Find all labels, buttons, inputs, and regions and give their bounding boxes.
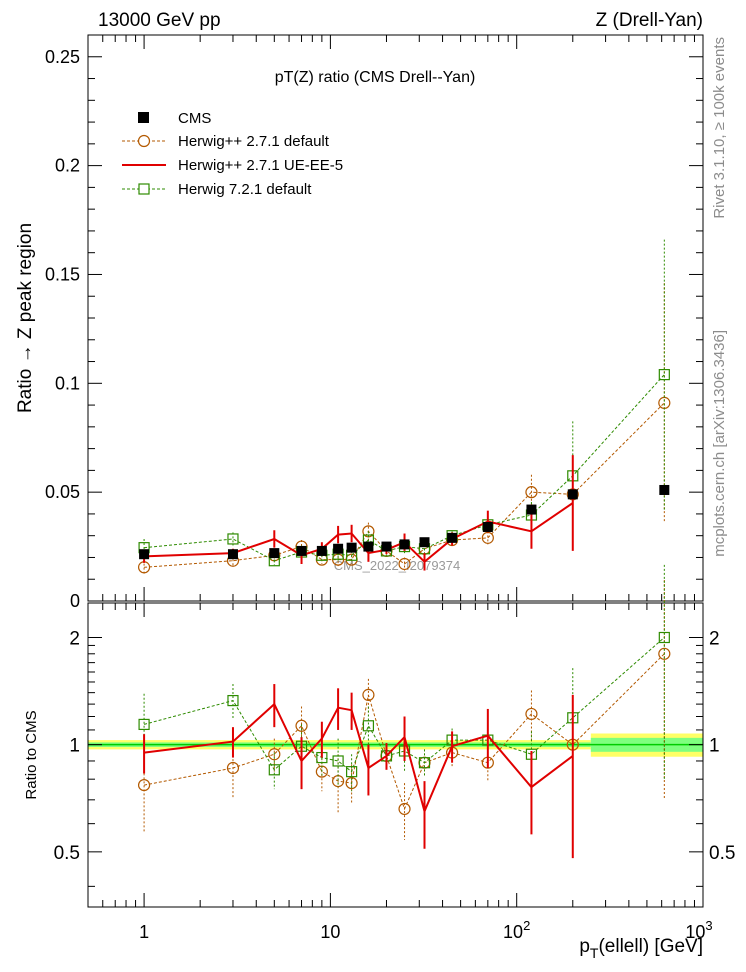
legend-label-ue: Herwig++ 2.7.1 UE-EE-5 — [178, 157, 343, 174]
ratio-y-tick-label-left: 2 — [69, 629, 80, 650]
main-point-cms — [419, 537, 430, 548]
main-axis-ticks — [87, 34, 704, 602]
main-y-tick-label: 0.2 — [55, 156, 80, 176]
main-point-hw7 — [227, 533, 239, 545]
ratio-point-hw271 — [137, 778, 151, 792]
main-line-hw7 — [144, 374, 665, 562]
x-tick-label-exponent: 2 — [523, 918, 530, 933]
ratio-point-hw271 — [658, 647, 671, 660]
legend-label-cms: CMS — [178, 110, 211, 127]
legend-marker-hw271 — [137, 134, 151, 148]
x-tick-label: 1 — [139, 922, 149, 942]
chart-title: pT(Z) ratio (CMS Drell--Yan) — [275, 69, 476, 86]
side-label-rivet: Rivet 3.1.10, ≥ 100k events — [711, 37, 728, 219]
ratio-frame — [87, 602, 704, 908]
analysis-watermark: CMS_2022_I2079374 — [334, 558, 461, 573]
ratio-point-hw271 — [525, 707, 538, 721]
x-axis-label: pT(ellell) [GeV] — [579, 936, 703, 961]
legend-marker-cms — [138, 112, 149, 123]
legend-entry-hw271: Herwig++ 2.7.1 default — [122, 133, 330, 150]
ratio-axis-ticks — [87, 603, 704, 907]
ratio-point-hw271 — [362, 688, 375, 701]
ratio-y-axis-label: Ratio to CMS — [23, 710, 40, 799]
ratio-uncertainty-band — [88, 733, 703, 757]
ratio-point-hw7 — [227, 694, 239, 707]
legend-entry-cms: CMS — [138, 110, 211, 127]
main-point-cms — [381, 541, 392, 552]
ratio-y-tick-label-left: 1 — [69, 736, 80, 757]
main-point-hw271 — [525, 486, 538, 499]
ratio-point-hw271 — [295, 719, 308, 732]
main-point-cms — [399, 539, 410, 550]
ratio-line-hw271 — [144, 653, 665, 811]
main-point-cms — [363, 541, 374, 552]
ratio-point-hw7 — [346, 766, 358, 778]
ratio-point-hw271 — [268, 748, 281, 761]
main-point-cms — [227, 549, 238, 560]
main-point-cms — [659, 484, 670, 495]
main-point-hw7 — [658, 369, 670, 381]
main-point-cms — [316, 545, 327, 556]
ratio-point-hw271 — [345, 776, 358, 790]
main-y-tick-label: 0.15 — [45, 264, 80, 284]
main-point-cms — [482, 521, 493, 532]
main-point-cms — [567, 489, 578, 500]
legend-label-hw271: Herwig++ 2.7.1 default — [178, 133, 330, 150]
ratio-y-tick-labels: 0.5 0.5 1 1 2 2 — [54, 629, 736, 864]
main-line-hw271 — [144, 402, 665, 568]
ratio-y-tick-label-right: 2 — [709, 629, 720, 650]
main-point-cms — [296, 545, 307, 556]
ratio-point-hw7 — [332, 755, 344, 767]
ratio-point-hw271 — [398, 802, 411, 816]
x-tick-label-exponent: 3 — [705, 918, 712, 933]
ratio-point-hw7 — [418, 757, 431, 769]
legend-entry-hw7: Herwig 7.2.1 default — [122, 181, 312, 198]
x-axis-label-rest: (ellell) [GeV] — [598, 936, 703, 957]
ratio-panel: 0.5 0.5 1 1 2 2 Ratio to CMS — [23, 564, 736, 908]
x-axis-label-sub: T — [590, 945, 599, 961]
main-point-cms — [333, 543, 344, 554]
main-y-tick-label: 0.1 — [55, 373, 80, 393]
main-point-cms — [346, 542, 357, 553]
legend-label-hw7: Herwig 7.2.1 default — [178, 181, 312, 198]
main-point-cms — [269, 548, 280, 559]
main-y-axis-label: Ratio → Z peak region — [15, 223, 36, 413]
main-point-cms — [526, 504, 537, 515]
side-label-mcplots: mcplots.cern.ch [arXiv:1306.3436] — [711, 330, 728, 557]
main-y-tick-label: 0.05 — [45, 482, 80, 502]
ratio-line-hw7 — [143, 637, 665, 773]
header-energy: 13000 GeV pp — [98, 10, 221, 31]
ratio-point-hw7 — [658, 631, 670, 644]
main-y-tick-labels: 0 0.05 0.1 0.15 0.2 0.25 — [45, 47, 80, 611]
ratio-point-hw7 — [138, 718, 150, 731]
main-y-tick-label: 0 — [70, 591, 80, 611]
x-axis-label-main: p — [579, 936, 590, 957]
ratio-y-tick-label-left: 0.5 — [54, 843, 80, 864]
ratio-y-tick-label-right: 1 — [709, 736, 720, 757]
main-panel: 0 0.05 0.1 0.15 0.2 0.25 pT(Z) ratio (CMS Dre… — [15, 34, 704, 611]
main-point-hw271 — [398, 557, 411, 571]
x-tick-label: 10 — [320, 922, 340, 942]
ratio-point-hw271 — [226, 761, 240, 775]
main-point-cms — [447, 532, 458, 543]
legend-entry-ue: Herwig++ 2.7.1 UE-EE-5 — [122, 157, 343, 174]
ratio-point-hw7 — [268, 764, 280, 776]
ratio-point-hw7 — [362, 720, 375, 732]
legend-marker-hw7 — [138, 183, 150, 195]
legend: CMS Herwig++ 2.7.1 default Herwig++ 2.7.… — [122, 110, 343, 198]
ratio-data-series — [137, 564, 671, 859]
ratio-y-tick-label-right: 0.5 — [709, 843, 735, 864]
header-process: Z (Drell-Yan) — [596, 10, 703, 31]
main-point-cms — [139, 549, 150, 560]
main-y-tick-label: 0.25 — [45, 47, 80, 67]
main-data-series — [137, 239, 671, 575]
